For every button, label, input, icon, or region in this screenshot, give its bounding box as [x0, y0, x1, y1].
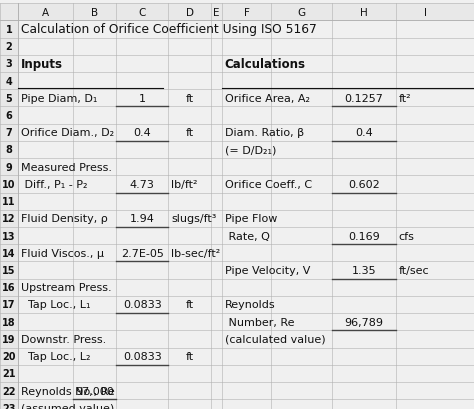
Text: C: C [138, 8, 146, 18]
Text: 1: 1 [6, 25, 12, 35]
Text: 19: 19 [2, 334, 16, 344]
Text: Upstream Press.: Upstream Press. [21, 283, 111, 292]
Text: lb/ft²: lb/ft² [171, 180, 198, 189]
Text: 0.602: 0.602 [348, 180, 380, 189]
Text: 0.1257: 0.1257 [344, 94, 383, 103]
Text: Fluid Viscos., μ: Fluid Viscos., μ [21, 248, 104, 258]
Text: ft: ft [185, 300, 194, 310]
Text: Orifice Coeff., C: Orifice Coeff., C [225, 180, 312, 189]
Text: 4: 4 [6, 76, 12, 86]
Text: 1.35: 1.35 [352, 265, 376, 275]
Text: (assumed value): (assumed value) [21, 403, 114, 409]
Text: 22: 22 [2, 386, 16, 396]
Text: (calculated value): (calculated value) [225, 334, 325, 344]
Text: 23: 23 [2, 403, 16, 409]
Text: Pipe Velocity, V: Pipe Velocity, V [225, 265, 310, 275]
Text: ft: ft [185, 351, 194, 361]
Text: Reynolds: Reynolds [225, 300, 275, 310]
Text: 0.0833: 0.0833 [123, 300, 162, 310]
Text: 21: 21 [2, 369, 16, 378]
Text: G: G [297, 8, 306, 18]
Text: 10: 10 [2, 180, 16, 189]
Text: Measured Press.: Measured Press. [21, 162, 112, 172]
Text: Calculations: Calculations [225, 58, 306, 71]
Text: (= D/D₂₁): (= D/D₂₁) [225, 145, 276, 155]
Text: ft: ft [185, 128, 194, 138]
Text: ft/sec: ft/sec [399, 265, 429, 275]
Text: ft: ft [185, 94, 194, 103]
Text: slugs/ft³: slugs/ft³ [171, 214, 217, 224]
Text: Calculation of Orifice Coefficient Using ISO 5167: Calculation of Orifice Coefficient Using… [21, 23, 317, 36]
Bar [0, 4, 474, 21]
Text: 8: 8 [6, 145, 12, 155]
Text: Diff., P₁ - P₂: Diff., P₁ - P₂ [21, 180, 87, 189]
Text: 12: 12 [2, 214, 16, 224]
Text: F: F [244, 8, 249, 18]
Text: 3: 3 [6, 59, 12, 69]
Bar [0, 21, 18, 409]
Text: 14: 14 [2, 248, 16, 258]
Text: 0.4: 0.4 [133, 128, 151, 138]
Text: 2.7E-05: 2.7E-05 [121, 248, 164, 258]
Text: 97,000: 97,000 [75, 386, 114, 396]
Text: 13: 13 [2, 231, 16, 241]
Text: 5: 5 [6, 94, 12, 103]
Text: Pipe Diam, D₁: Pipe Diam, D₁ [21, 94, 97, 103]
Text: D: D [186, 8, 193, 18]
Text: 17: 17 [2, 300, 16, 310]
Text: Downstr. Press.: Downstr. Press. [21, 334, 106, 344]
Text: 1.94: 1.94 [130, 214, 155, 224]
Text: lb-sec/ft²: lb-sec/ft² [171, 248, 220, 258]
Text: 18: 18 [2, 317, 16, 327]
Text: Rate, Q: Rate, Q [225, 231, 270, 241]
Text: Orifice Area, A₂: Orifice Area, A₂ [225, 94, 310, 103]
Text: 96,789: 96,789 [344, 317, 383, 327]
Text: Tap Loc., L₂: Tap Loc., L₂ [21, 351, 91, 361]
Text: 0.4: 0.4 [355, 128, 373, 138]
Text: 0.169: 0.169 [348, 231, 380, 241]
Text: Pipe Flow: Pipe Flow [225, 214, 277, 224]
Text: E: E [213, 8, 219, 18]
Text: 0.0833: 0.0833 [123, 351, 162, 361]
Text: 16: 16 [2, 283, 16, 292]
Text: A: A [42, 8, 49, 18]
Text: 7: 7 [6, 128, 12, 138]
Text: B: B [91, 8, 99, 18]
Text: ft²: ft² [399, 94, 411, 103]
Text: 20: 20 [2, 351, 16, 361]
Text: Tap Loc., L₁: Tap Loc., L₁ [21, 300, 91, 310]
Text: Diam. Ratio, β: Diam. Ratio, β [225, 128, 304, 138]
Text: Fluid Density, ρ: Fluid Density, ρ [21, 214, 108, 224]
Text: 9: 9 [6, 162, 12, 172]
Text: 6: 6 [6, 111, 12, 121]
Text: I: I [424, 8, 427, 18]
Text: 15: 15 [2, 265, 16, 275]
Text: Reynolds No., Re: Reynolds No., Re [21, 386, 115, 396]
Text: 1: 1 [139, 94, 146, 103]
Text: 11: 11 [2, 197, 16, 207]
Text: Orifice Diam., D₂: Orifice Diam., D₂ [21, 128, 114, 138]
Text: cfs: cfs [399, 231, 414, 241]
Text: H: H [360, 8, 368, 18]
Text: Inputs: Inputs [21, 58, 63, 71]
Text: Number, Re: Number, Re [225, 317, 294, 327]
Text: 4.73: 4.73 [130, 180, 155, 189]
Text: 2: 2 [6, 42, 12, 52]
